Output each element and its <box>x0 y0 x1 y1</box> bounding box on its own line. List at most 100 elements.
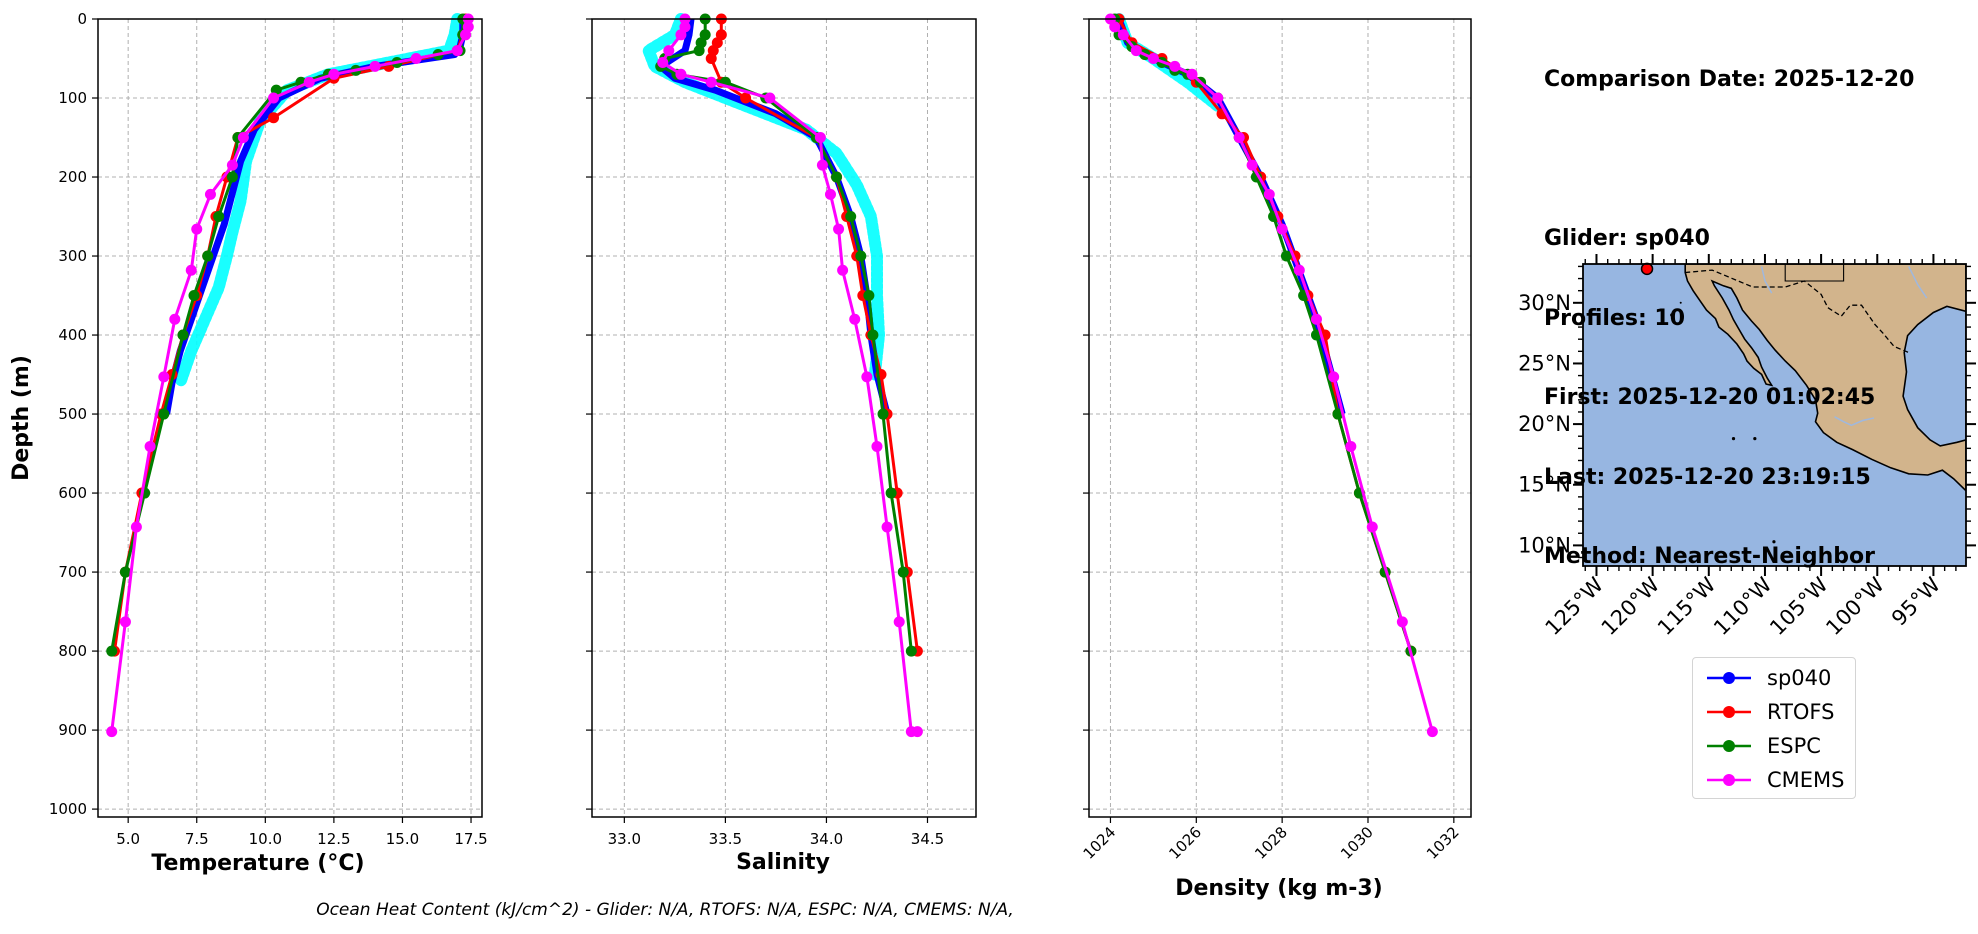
cmems-point <box>1310 313 1322 325</box>
cmems-point <box>675 29 687 41</box>
x-tick-label: 5.0 <box>116 830 140 848</box>
y-tick-label: 600 <box>58 484 87 502</box>
cmems-point <box>191 223 203 235</box>
y-tick-label: 300 <box>58 247 87 265</box>
island <box>1679 301 1682 304</box>
info-text-block: Comparison Date: 2025-12-20 Glider: sp04… <box>1544 14 1914 597</box>
espc-point <box>177 329 189 341</box>
x-axis-label: Salinity <box>736 850 830 875</box>
land-group <box>1684 264 1966 492</box>
y-tick-label: 0 <box>77 10 87 28</box>
rtofs-point <box>268 112 280 124</box>
cmems-point <box>369 60 381 72</box>
cmems-point <box>130 521 142 533</box>
x-axis-label: Temperature (°C) <box>151 851 364 876</box>
legend-item-sp040: sp040 <box>1703 664 1831 692</box>
x-tick-label: 33.5 <box>709 830 742 848</box>
cmems-point <box>1212 92 1224 104</box>
espc-point <box>226 171 238 183</box>
island <box>1731 437 1736 441</box>
map-lat-label: 30°N <box>1518 291 1571 315</box>
cmems-point <box>1246 159 1258 171</box>
cmems-point <box>675 68 687 80</box>
cmems-point <box>1366 521 1378 533</box>
cmems-point <box>144 440 156 452</box>
island <box>1753 437 1757 441</box>
location-map: 125°W120°W115°W110°W105°W100°W95°W30°N25… <box>1518 254 1976 640</box>
x-axis-label: Density (kg m-3) <box>1175 876 1383 901</box>
map-lat-label: 10°N <box>1518 533 1571 557</box>
cmems-point <box>816 159 828 171</box>
espc-point <box>863 290 875 302</box>
x-tick-label: 1026 <box>1165 823 1205 863</box>
y-tick-label: 700 <box>58 563 87 581</box>
salinity-panel: 33.0 33.5 34.0 34.5 Salinity <box>586 13 977 875</box>
cmems-point <box>1293 264 1305 276</box>
density-panel: 1024 1026 1028 1030 1032 Density (kg m-3) <box>1080 13 1472 901</box>
gulf-of-mexico <box>1902 305 1966 447</box>
cmems-point <box>1426 726 1438 738</box>
river <box>1908 266 1928 299</box>
cmems-point <box>1130 45 1142 57</box>
legend-line-icon <box>1707 774 1751 786</box>
legend-label: RTOFS <box>1767 700 1835 724</box>
map-frame <box>1582 263 1967 567</box>
cmems-point <box>328 68 340 80</box>
x-tick-label: 34.0 <box>810 830 843 848</box>
cmems-point <box>833 223 845 235</box>
x-tick-label: 34.5 <box>911 830 944 848</box>
cmems-point <box>1233 132 1245 144</box>
y-tick-label: 400 <box>58 326 87 344</box>
cmems-line <box>1109 18 1434 733</box>
cmems-point <box>226 159 238 171</box>
x-tick-label: 7.5 <box>185 830 209 848</box>
x-tick-label: 15.0 <box>386 830 419 848</box>
cmems-point <box>451 45 463 57</box>
cmems-point <box>185 264 197 276</box>
x-tick-label: 1024 <box>1080 823 1120 863</box>
cmems-point <box>460 29 472 41</box>
cmems-point <box>169 313 181 325</box>
island <box>1772 540 1776 544</box>
legend-line-icon <box>1707 672 1751 684</box>
cmems-point <box>268 92 280 104</box>
cmems-point <box>849 313 861 325</box>
cmems-point <box>1169 60 1181 72</box>
y-tick-label: 200 <box>58 168 87 186</box>
cmems-point <box>824 188 836 200</box>
comparison-date: Comparison Date: 2025-12-20 <box>1544 67 1915 92</box>
cmems-point <box>1263 188 1275 200</box>
land-mexico <box>1684 264 1966 492</box>
cmems-point <box>1186 68 1198 80</box>
espc-point <box>831 171 843 183</box>
profiles-count: Profiles: 10 <box>1544 305 1686 331</box>
cmems-point <box>1109 21 1121 33</box>
x-tick-label: 17.5 <box>454 830 487 848</box>
river <box>1760 266 1773 294</box>
legend-item-cmems: CMEMS <box>1703 766 1845 794</box>
cmems-line <box>110 19 470 732</box>
espc-point <box>119 566 131 578</box>
y-tick-label: 800 <box>58 642 87 660</box>
cmems-point <box>871 440 883 452</box>
map-lat-label: 15°N <box>1518 473 1571 497</box>
espc-point <box>158 408 170 420</box>
y-tick-label: 900 <box>58 721 87 739</box>
method: Method: Nearest-Neighbor <box>1544 544 1875 569</box>
espc-point <box>905 645 917 657</box>
cmems-point <box>663 45 675 57</box>
axes-frame <box>1088 18 1472 818</box>
espc-point <box>202 250 214 262</box>
sp040-line <box>1115 17 1346 415</box>
us-mexico-border <box>1685 269 1909 354</box>
cmems-point <box>861 371 873 383</box>
map-lat-label: 20°N <box>1518 412 1571 436</box>
x-tick-label: 12.5 <box>317 830 350 848</box>
temperature-panel: 5.0 7.5 10.0 12.5 15.0 17.5 0 100 200 300 400 500 60… <box>9 10 488 876</box>
cmems-point <box>237 132 249 144</box>
cmems-point <box>837 264 849 276</box>
espc-point <box>1280 250 1292 262</box>
cmems-point <box>410 53 422 65</box>
x-tick-label: 1028 <box>1251 823 1291 863</box>
